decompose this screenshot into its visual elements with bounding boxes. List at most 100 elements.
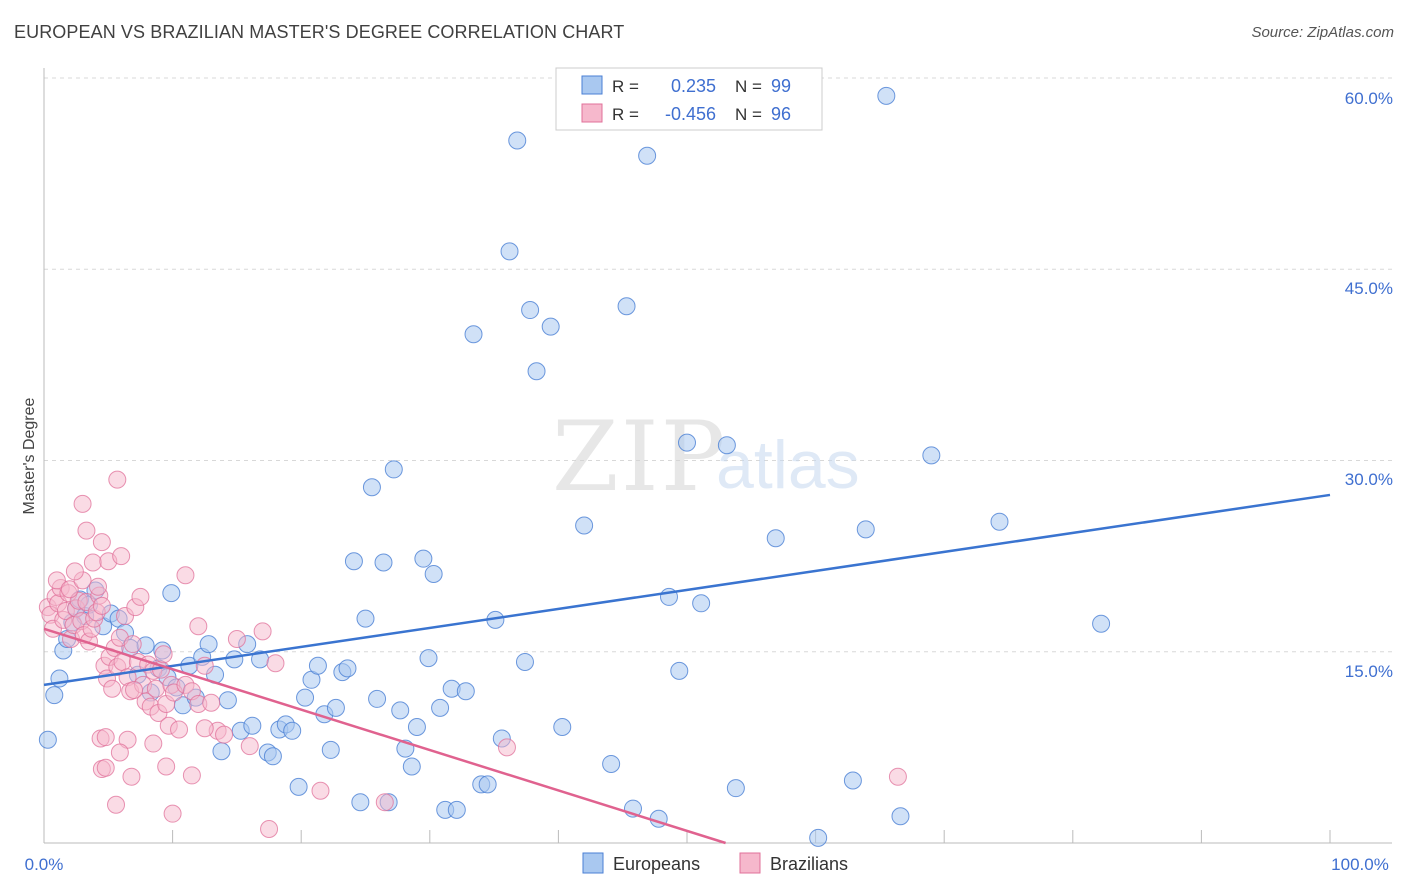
bottom-legend-label-brazilians: Brazilians — [770, 854, 848, 874]
data-point-europeans — [407, 717, 426, 736]
trend-line-europeans — [43, 493, 1331, 687]
data-point-europeans — [162, 584, 181, 603]
data-point-europeans — [1092, 614, 1111, 633]
y-tick-labels: 15.0% 30.0% 45.0% 60.0% — [1345, 89, 1393, 681]
data-point-europeans — [678, 433, 696, 452]
data-point-europeans — [508, 131, 527, 150]
data-point-brazilians — [163, 804, 182, 823]
data-point-brazilians — [888, 767, 907, 786]
data-point-brazilians — [60, 580, 79, 599]
data-point-europeans — [362, 478, 381, 497]
data-point-brazilians — [497, 738, 516, 757]
bottom-legend-swatch-brazilians — [739, 852, 761, 874]
legend-r-value: 0.235 — [671, 76, 716, 96]
y-tick-label: 15.0% — [1345, 662, 1393, 681]
data-point-europeans — [374, 553, 393, 572]
data-point-europeans — [478, 775, 497, 794]
data-point-brazilians — [157, 757, 176, 776]
trend-line-brazilians — [43, 627, 726, 845]
x-tick-label-max: 100.0% — [1331, 855, 1389, 874]
legend-box: R = 0.235 N = 99 R = -0.456 N = 96 — [555, 67, 823, 131]
data-point-europeans — [843, 771, 862, 790]
watermark-zip: ZIP — [552, 401, 727, 513]
series-brazilians — [38, 470, 907, 838]
data-point-europeans — [419, 649, 438, 668]
data-point-brazilians — [103, 679, 122, 698]
data-point-europeans — [602, 754, 621, 773]
data-point-europeans — [891, 807, 910, 826]
source-credit: Source: ZipAtlas.com — [1251, 24, 1394, 41]
data-point-europeans — [670, 661, 689, 680]
data-point-europeans — [726, 779, 745, 798]
grid — [44, 77, 1392, 653]
chart-title: EUROPEAN VS BRAZILIAN MASTER'S DEGREE CO… — [14, 22, 625, 42]
data-point-brazilians — [170, 720, 189, 739]
data-point-europeans — [368, 689, 387, 708]
data-point-brazilians — [125, 681, 144, 699]
data-point-europeans — [218, 691, 237, 710]
data-point-brazilians — [154, 645, 173, 664]
data-point-europeans — [243, 716, 262, 735]
data-point-brazilians — [77, 521, 96, 540]
data-point-europeans — [402, 757, 421, 776]
data-point-europeans — [922, 446, 941, 465]
data-point-europeans — [856, 520, 875, 539]
data-point-europeans — [617, 297, 636, 316]
y-tick-label: 60.0% — [1345, 89, 1393, 108]
data-point-europeans — [414, 549, 433, 568]
data-point-europeans — [575, 516, 594, 535]
data-point-brazilians — [195, 719, 214, 738]
data-point-europeans — [553, 717, 572, 736]
data-point-europeans — [289, 777, 308, 796]
legend-n-value: 96 — [771, 104, 791, 124]
data-point-brazilians — [311, 781, 330, 800]
data-point-brazilians — [266, 654, 285, 673]
data-point-brazilians — [260, 819, 279, 838]
bottom-legend: Europeans Brazilians — [582, 852, 848, 874]
data-point-europeans — [296, 688, 315, 707]
data-point-europeans — [263, 747, 282, 766]
data-point-brazilians — [215, 725, 234, 744]
data-point-europeans — [308, 656, 327, 675]
data-point-europeans — [199, 635, 218, 654]
watermark-atlas: atlas — [716, 427, 860, 503]
data-point-europeans — [521, 301, 540, 320]
y-tick-label: 30.0% — [1345, 470, 1393, 489]
legend-r-value: -0.456 — [665, 104, 716, 124]
data-point-brazilians — [83, 553, 102, 572]
data-point-brazilians — [144, 734, 163, 753]
data-point-brazilians — [96, 728, 115, 747]
data-point-europeans — [447, 800, 466, 819]
data-point-europeans — [344, 552, 363, 571]
data-point-brazilians — [73, 494, 92, 513]
data-point-brazilians — [107, 795, 126, 814]
legend-n-value: 99 — [771, 76, 791, 96]
data-point-brazilians — [122, 767, 141, 786]
watermark: ZIP atlas — [552, 401, 860, 513]
legend-n-label: N = — [735, 77, 762, 96]
data-point-europeans — [351, 793, 370, 812]
data-point-europeans — [424, 564, 443, 583]
data-point-brazilians — [189, 617, 208, 636]
data-point-brazilians — [110, 743, 129, 762]
data-point-europeans — [356, 609, 375, 628]
data-point-europeans — [527, 362, 546, 381]
data-point-europeans — [225, 650, 244, 669]
data-point-brazilians — [89, 577, 108, 596]
data-point-europeans — [384, 460, 403, 479]
data-point-brazilians — [375, 793, 394, 812]
data-point-brazilians — [123, 635, 142, 654]
data-point-europeans — [717, 436, 736, 455]
data-point-europeans — [809, 828, 828, 847]
data-point-europeans — [212, 742, 231, 761]
legend-r-label: R = — [612, 77, 639, 96]
data-point-europeans — [391, 701, 410, 720]
data-point-europeans — [45, 686, 64, 705]
data-point-brazilians — [92, 596, 111, 615]
bottom-legend-label-europeans: Europeans — [613, 854, 700, 874]
data-point-europeans — [541, 317, 560, 336]
data-point-europeans — [500, 242, 519, 261]
trend-lines — [43, 493, 1331, 845]
data-point-europeans — [515, 652, 534, 671]
